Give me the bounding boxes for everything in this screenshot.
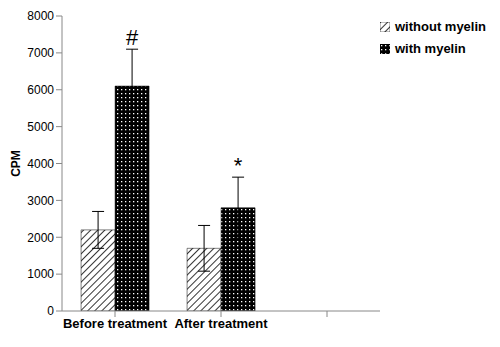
svg-text:4000: 4000 <box>27 157 54 171</box>
svg-text:8000: 8000 <box>27 9 54 23</box>
svg-text:3000: 3000 <box>27 194 54 208</box>
svg-text:CPM: CPM <box>9 150 23 177</box>
html-text:with myelin: with myelin <box>395 41 466 56</box>
svg-text:1000: 1000 <box>27 267 54 281</box>
svg-text:7000: 7000 <box>27 46 54 60</box>
svg-text:0: 0 <box>47 304 54 318</box>
svg-text:5000: 5000 <box>27 120 54 134</box>
svg-text:6000: 6000 <box>27 83 54 97</box>
svg-text:2000: 2000 <box>27 231 54 245</box>
svg-text:Before treatment: Before treatment <box>63 316 168 331</box>
html-text:without myelin: without myelin <box>395 19 486 34</box>
svg-text:*: * <box>234 153 243 178</box>
svg-text:After treatment: After treatment <box>174 316 268 331</box>
svg-text:#: # <box>126 25 139 50</box>
